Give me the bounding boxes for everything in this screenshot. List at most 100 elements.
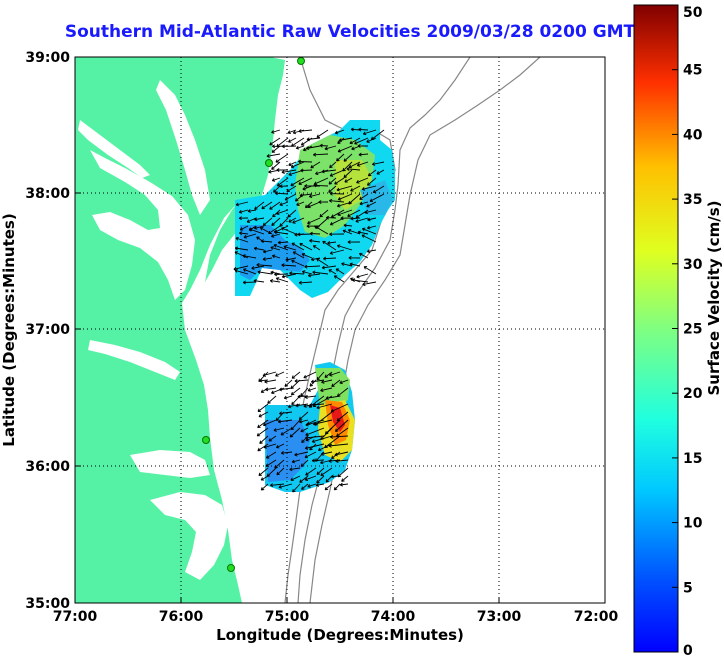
velocity-arrow	[358, 152, 369, 157]
velocity-arrow	[290, 161, 305, 169]
velocity-arrow	[310, 379, 325, 384]
velocity-arrow	[276, 168, 288, 172]
colorbar-tick-label: 30	[683, 257, 703, 273]
tick-marks	[74, 56, 606, 604]
x-tick-label: 76:00	[159, 609, 204, 625]
velocity-arrow	[309, 403, 325, 407]
velocity-arrow	[260, 239, 273, 244]
velocity-arrow	[316, 467, 325, 475]
velocity-arrow	[308, 193, 321, 199]
velocity-arrow	[285, 257, 297, 262]
velocity-arrow	[269, 137, 281, 146]
velocity-arrow	[280, 451, 293, 455]
velocity-arrow	[327, 240, 337, 245]
velocity-arrow	[299, 475, 309, 483]
velocity-arrow	[243, 268, 257, 275]
colorbar	[633, 4, 679, 653]
velocity-arrow	[304, 443, 325, 450]
velocity-arrow	[273, 243, 289, 251]
velocity-arrow	[286, 185, 297, 193]
velocity-arrow	[271, 387, 285, 395]
velocity-arrow	[356, 161, 369, 167]
land-mainland	[75, 57, 272, 603]
velocity-arrow	[309, 238, 321, 243]
velocity-arrow	[234, 251, 249, 259]
velocity-arrow	[271, 145, 281, 153]
velocity-arrow	[270, 246, 281, 251]
velocity-arrow	[319, 209, 329, 218]
velocity-arrow	[302, 185, 313, 191]
velocity-arrow	[239, 225, 249, 231]
albemarle-sound	[130, 450, 210, 478]
velocity-arrow	[271, 129, 281, 134]
velocity-arrow	[281, 169, 297, 174]
velocity-arrow	[311, 435, 333, 444]
velocity-arrow	[262, 217, 273, 227]
velocity-arrow	[257, 270, 273, 275]
velocity-arrow	[336, 153, 345, 162]
velocity-arrow	[254, 217, 265, 222]
velocity-arrow	[325, 215, 337, 220]
velocity-arrow	[239, 231, 249, 236]
velocity-arrow	[242, 254, 257, 259]
velocity-arrow	[328, 443, 349, 448]
velocity-arrow	[334, 129, 345, 135]
velocity-arrow	[361, 227, 377, 235]
velocity-arrow	[291, 459, 301, 464]
velocity-arrow	[287, 403, 301, 409]
velocity-arrow	[334, 451, 349, 457]
velocity-arrow	[316, 475, 325, 484]
velocity-arrow	[301, 483, 309, 490]
south-velocity-field	[265, 362, 355, 492]
velocity-arrow	[261, 201, 273, 210]
velocity-arrow	[366, 137, 377, 143]
velocity-arrow	[281, 263, 297, 268]
velocity-arrow	[262, 371, 277, 377]
velocity-arrow	[273, 230, 289, 235]
velocity-arrow	[262, 419, 277, 427]
velocity-arrow	[238, 209, 249, 214]
velocity-arrow	[300, 427, 309, 433]
velocity-arrow	[330, 474, 341, 479]
velocity-arrow	[366, 249, 377, 254]
velocity-arrow	[335, 459, 349, 464]
velocity-arrow	[346, 167, 361, 171]
velocity-arrow	[292, 129, 305, 135]
velocity-arrow	[330, 435, 349, 439]
velocity-arrow	[263, 443, 277, 449]
velocity-arrow	[329, 371, 341, 377]
velocity-arrow	[304, 451, 317, 459]
velocity-arrow	[329, 198, 345, 203]
velocity-arrow	[278, 483, 293, 489]
velocity-arrow	[270, 270, 281, 275]
velocity-arrow	[304, 475, 317, 481]
velocity-arrow	[328, 185, 337, 193]
velocity-arrow	[260, 475, 269, 481]
velocity-arrow	[341, 262, 353, 267]
velocity-arrow	[316, 258, 329, 267]
velocity-arrow	[333, 483, 341, 491]
velocity-arrow	[305, 467, 317, 476]
velocity-arrow	[303, 371, 317, 379]
velocity-arrow	[253, 278, 265, 283]
velocity-arrow	[291, 242, 305, 251]
velocity-arrow	[357, 230, 369, 235]
colorbar-tick-label: 0	[683, 643, 693, 659]
velocity-arrow	[328, 269, 337, 275]
velocity-arrow	[235, 201, 249, 207]
velocity-arrow	[307, 273, 321, 278]
velocity-arrow	[267, 395, 277, 404]
x-tick-label: 73:00	[477, 609, 522, 625]
velocity-arrow	[298, 280, 313, 285]
velocity-arrow	[329, 249, 345, 255]
velocity-arrow	[331, 379, 341, 387]
x-tick-label: 72:00	[574, 609, 619, 625]
velocity-arrow	[336, 185, 353, 192]
velocity-arrow	[301, 270, 313, 275]
velocity-arrow	[281, 227, 297, 235]
velocity-arrow	[307, 387, 317, 392]
y-tick-label: 35:00	[25, 596, 70, 612]
velocity-arrow	[276, 177, 289, 187]
velocity-arrow	[347, 240, 361, 244]
